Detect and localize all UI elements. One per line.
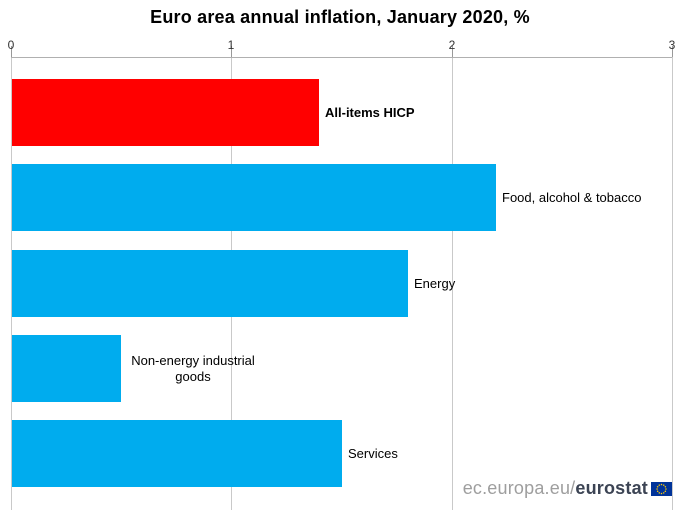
x-axis-line: [11, 57, 672, 58]
bar-energy: [12, 250, 408, 317]
gridline-0: [11, 57, 12, 510]
bar-label-energy: Energy: [414, 275, 456, 291]
bar-label-all-items-hicp: All-items HICP: [325, 104, 415, 120]
chart-title: Euro area annual inflation, January 2020…: [150, 7, 530, 27]
bar-services: [12, 420, 342, 487]
tick-mark-0: [11, 46, 12, 57]
footer-url-brand: eurostat: [575, 478, 648, 498]
tick-mark-3: [672, 46, 673, 57]
gridline-3: [672, 57, 673, 510]
tick-label-2: 2: [448, 38, 456, 52]
bar-label-services: Services: [348, 445, 398, 461]
footer-url-prefix: ec.europa.eu/: [462, 478, 576, 498]
bar-label-non-energy-industrial-goods: Non-energy industrial goods: [131, 352, 255, 384]
bar-food-alcohol-tobacco: [12, 164, 496, 231]
footer-url: ec.europa.eu/eurostat: [463, 478, 648, 499]
eu-flag-icon: [651, 481, 672, 496]
tick-label-1: 1: [227, 38, 235, 52]
tick-label-0: 0: [7, 38, 15, 52]
bar-non-energy-industrial-goods: [12, 335, 121, 402]
bar-label-food-alcohol-tobacco: Food, alcohol & tobacco: [502, 189, 642, 205]
gridline-2: [452, 57, 453, 510]
footer-credit: ec.europa.eu/eurostat: [458, 478, 672, 499]
tick-mark-1: [231, 46, 232, 57]
tick-mark-2: [452, 46, 453, 57]
tick-label-3: 3: [668, 38, 676, 52]
bar-all-items-hicp: [12, 79, 319, 146]
